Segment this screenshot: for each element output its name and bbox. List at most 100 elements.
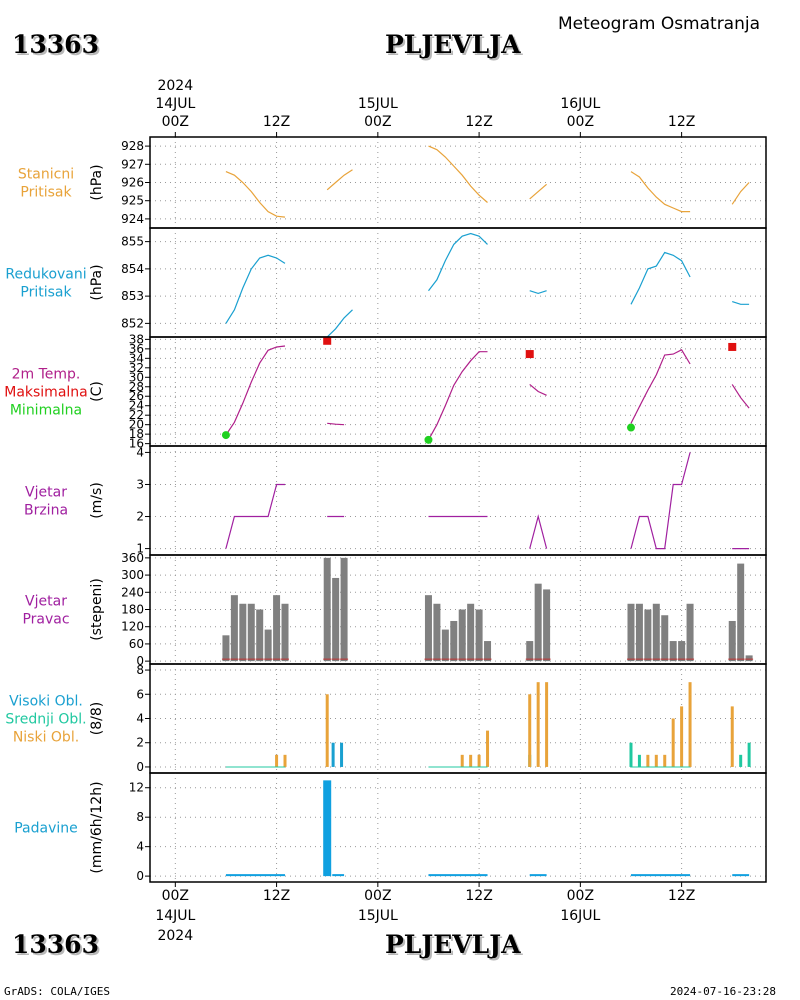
oblacnost-bar <box>629 742 633 767</box>
redukovani-ytick-label: 855 <box>121 235 144 249</box>
oblacnost-bar <box>747 742 751 767</box>
stanicni-ytick-label: 925 <box>121 194 144 208</box>
padavine-unit-label: (mm/6h/12h) <box>89 781 105 873</box>
time-date-label-top: 14JUL <box>155 96 195 112</box>
vjetar_pravac-bar <box>424 595 432 662</box>
footer-credit: GrADS: COLA/IGES <box>4 985 110 998</box>
time-tick-label-top: 00Z <box>567 114 594 130</box>
time-date-label-bottom: 16JUL <box>560 908 600 924</box>
vjetar_pravac-bar <box>669 641 677 662</box>
oblacnost-label-0: Visoki Obl. <box>9 694 83 710</box>
vjetar_pravac-ytick-label: 60 <box>129 637 144 651</box>
vjetar_pravac-bar <box>239 603 247 662</box>
oblacnost-bar <box>637 754 641 767</box>
padavine-bar <box>323 780 332 877</box>
vjetar_brzina-ytick-label: 4 <box>136 445 144 459</box>
vjetar_brzina-line-segment <box>529 514 548 549</box>
oblacnost-label-2: Niski Obl. <box>13 730 79 746</box>
vjetar_pravac-bar <box>644 609 652 662</box>
temp-line-segment <box>529 383 547 396</box>
oblacnost-bar <box>275 754 279 767</box>
stanicni-line-segment <box>731 182 750 205</box>
oblacnost-bar <box>331 742 335 767</box>
vjetar_pravac-bar <box>627 603 635 662</box>
redukovani-unit-label: (hPa) <box>89 264 105 300</box>
time-tick-label-bottom: 00Z <box>364 888 391 904</box>
time-year-top: 2024 <box>157 78 193 94</box>
oblacnost-bar <box>671 718 675 767</box>
stanicni-label-0: Stanicni <box>18 167 74 183</box>
vjetar_pravac-bar <box>526 641 534 662</box>
oblacnost-ytick-label: 6 <box>136 687 144 701</box>
stanicni-line-segment <box>428 145 488 203</box>
stanicni-line-segment <box>326 169 353 191</box>
temp-label-2: Minimalna <box>10 403 82 419</box>
temp-line-segment <box>427 351 488 441</box>
vjetar_pravac-ytick-label: 360 <box>121 551 144 565</box>
oblacnost-bar <box>340 742 344 767</box>
stanicni-unit-label: (hPa) <box>89 164 105 200</box>
stanicni-line-segment <box>630 171 691 213</box>
temp-label-0: 2m Temp. <box>12 367 81 383</box>
station-name-top: PLJEVLJA <box>385 30 521 59</box>
vjetar_brzina-ytick-label: 3 <box>136 477 144 491</box>
vjetar_pravac-bar <box>728 620 736 662</box>
temp-ytick-label: 36 <box>129 342 144 356</box>
vjetar_pravac-bar <box>661 615 669 662</box>
vjetar_brzina-label-0: Vjetar <box>25 485 67 501</box>
oblacnost-bar <box>730 706 734 767</box>
max-temp-point <box>525 350 534 359</box>
redukovani-line-segment <box>630 251 691 305</box>
vjetar_pravac-bar <box>543 589 551 662</box>
temp-ytick-label: 38 <box>129 332 144 346</box>
redukovani-ytick-label: 852 <box>121 316 144 330</box>
time-year-bottom: 2024 <box>157 928 193 944</box>
vjetar_pravac-label-0: Vjetar <box>25 594 67 610</box>
vjetar_pravac-ytick-label: 300 <box>121 568 144 582</box>
oblacnost-bar <box>688 682 692 767</box>
temp-ytick-label: 30 <box>129 370 144 384</box>
redukovani-label-1: Pritisak <box>20 285 72 301</box>
stanicni-ytick-label: 928 <box>121 139 144 153</box>
temp-ytick-label: 16 <box>129 437 144 451</box>
oblacnost-label-1: Srednji Obl. <box>5 712 86 728</box>
meteogram-subtitle: Meteogram Osmatranja <box>558 14 761 34</box>
vjetar_pravac-bar <box>458 609 466 662</box>
oblacnost-unit-label: (8/8) <box>89 702 105 735</box>
vjetar_pravac-bar <box>635 603 643 662</box>
vjetar_pravac-ytick-label: 0 <box>136 654 144 668</box>
oblacnost-ytick-label: 4 <box>136 712 144 726</box>
min-temp-point <box>626 423 635 432</box>
time-date-label-bottom: 14JUL <box>155 908 195 924</box>
oblacnost-bar <box>680 706 684 767</box>
oblacnost-bar <box>545 682 549 767</box>
vjetar_pravac-bar <box>745 655 753 662</box>
vjetar_pravac-bar <box>264 629 272 662</box>
temp-ytick-label: 18 <box>129 427 144 441</box>
vjetar_pravac-bar <box>450 620 458 662</box>
vjetar_pravac-bar <box>256 609 264 662</box>
oblacnost-bar <box>325 694 329 767</box>
temp-ytick-label: 34 <box>129 351 144 365</box>
time-tick-label-top: 12Z <box>668 114 695 130</box>
vjetar_pravac-bar <box>340 557 348 662</box>
padavine-ytick-label: 4 <box>136 840 144 854</box>
temp-line-segment <box>630 349 691 424</box>
temp-ytick-label: 22 <box>129 408 144 422</box>
redukovani-frame <box>149 227 767 338</box>
temp-line-segment <box>225 345 286 436</box>
temp-ytick-label: 28 <box>129 380 144 394</box>
oblacnost-bar <box>663 754 667 767</box>
vjetar_brzina-unit-label: (m/s) <box>89 482 105 519</box>
vjetar_pravac-bar <box>230 595 238 662</box>
time-date-label-top: 16JUL <box>560 96 600 112</box>
oblacnost-bar <box>469 754 473 767</box>
time-tick-label-bottom: 12Z <box>465 888 492 904</box>
vjetar_pravac-ytick-label: 240 <box>121 585 144 599</box>
vjetar_pravac-bar <box>332 577 340 662</box>
temp-label-1: Maksimalna <box>4 385 88 401</box>
temp-ytick-label: 24 <box>129 399 144 413</box>
time-tick-label-top: 12Z <box>263 114 290 130</box>
max-temp-point <box>728 342 737 351</box>
vjetar_pravac-bar <box>467 603 475 662</box>
